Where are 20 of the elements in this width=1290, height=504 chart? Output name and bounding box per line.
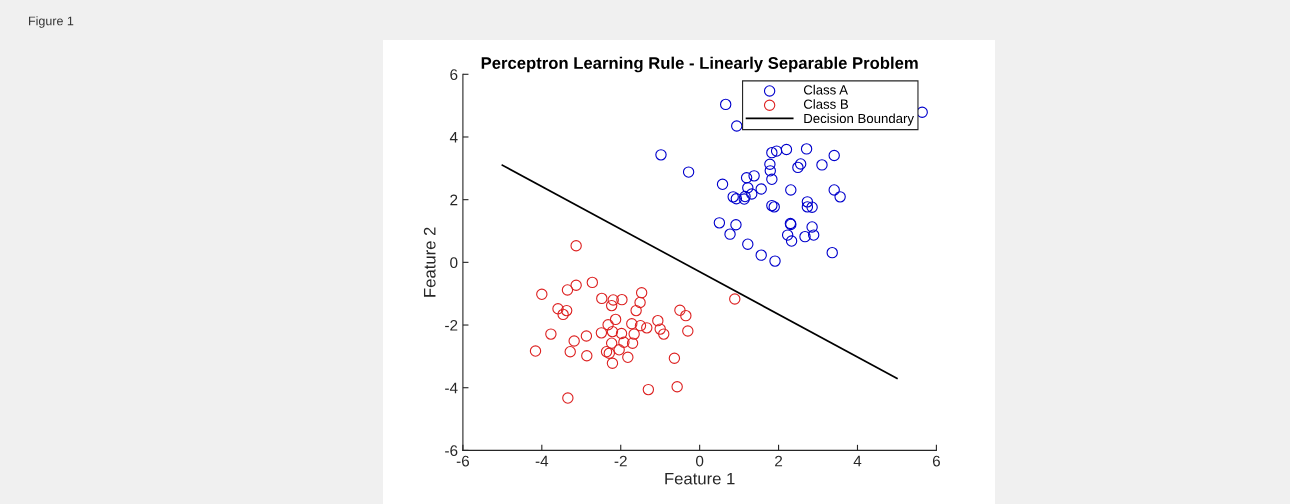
x-axis-title: Feature 1 <box>665 472 735 485</box>
y-axis-title: Feature 2 <box>423 227 436 297</box>
y-tick-label: 4 <box>449 132 458 143</box>
legend-label: Class B <box>803 99 849 109</box>
x-tick-label: 2 <box>775 455 783 467</box>
chart-title: Perceptron Learning Rule - Linearly Separable Problem <box>481 56 918 73</box>
x-tick-label: 4 <box>853 455 862 467</box>
caption: Figure 1 <box>29 16 74 28</box>
x-tick-label: 6 <box>932 455 940 467</box>
y-tick-label: 0 <box>450 257 458 269</box>
y-tick-label: -2 <box>445 319 458 331</box>
y-tick-label: 2 <box>450 194 458 206</box>
x-tick-label: 0 <box>696 455 704 467</box>
x-tick-label: -2 <box>614 455 627 467</box>
legend-label: Class A <box>803 84 848 95</box>
x-tick-label: -4 <box>535 455 549 467</box>
y-tick-label: -4 <box>445 382 458 394</box>
legend-label: Decision Boundary <box>804 113 914 126</box>
y-tick-label: 6 <box>450 69 458 80</box>
y-tick-label: -6 <box>445 445 458 457</box>
